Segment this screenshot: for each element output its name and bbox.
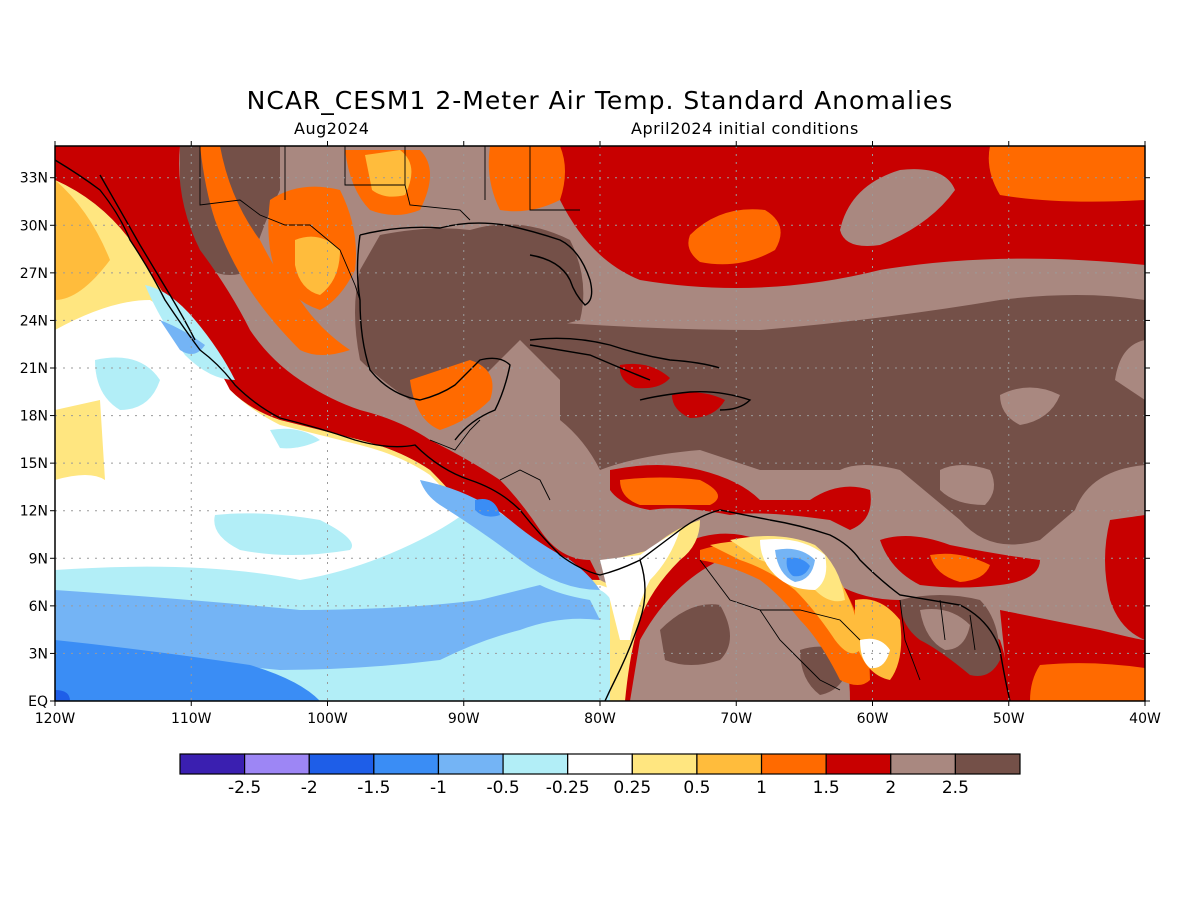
colorbar	[179, 753, 1021, 775]
lat-label: 15N	[20, 456, 48, 472]
colorbar-label: -0.5	[486, 778, 519, 798]
lon-label: 60W	[857, 711, 889, 727]
colorbar-swatch	[437, 753, 504, 775]
colorbar-label: 2.5	[942, 778, 969, 798]
colorbar-label: -1.5	[357, 778, 390, 798]
lon-label: 50W	[993, 711, 1025, 727]
lon-label: 70W	[720, 711, 752, 727]
colorbar-label: -1	[430, 778, 447, 798]
lat-label: 21N	[20, 361, 48, 377]
colorbar-label: -2	[301, 778, 318, 798]
lon-label: 40W	[1129, 711, 1161, 727]
colorbar-swatch	[502, 753, 569, 775]
lon-label: 120W	[35, 711, 76, 727]
colorbar-label: 1	[756, 778, 767, 798]
coastlines	[55, 159, 1011, 701]
colorbar-label: 0.5	[683, 778, 710, 798]
lon-label: 80W	[584, 711, 616, 727]
colorbar-label: -0.25	[546, 778, 590, 798]
colorbar-labels: -2.5 -2 -1.5 -1 -0.5 -0.25 0.25 0.5 1 1.5 2 2.5	[228, 778, 969, 798]
lat-label: 3N	[29, 646, 48, 662]
lon-label: 100W	[307, 711, 348, 727]
lat-label: 30N	[20, 218, 48, 234]
colorbar-swatch	[373, 753, 440, 775]
initial-conditions: April2024 initial conditions	[631, 119, 859, 138]
lat-label: EQ	[28, 694, 48, 710]
lon-label: 90W	[448, 711, 480, 727]
colorbar-swatch	[954, 753, 1021, 775]
forecast-month: Aug2024	[294, 119, 370, 138]
colorbar-swatch	[631, 753, 698, 775]
colorbar-swatch	[825, 753, 892, 775]
lon-label: 110W	[171, 711, 212, 727]
latitude-labels: 33N 30N 27N 24N 21N 18N 15N 12N 9N 6N 3N EQ	[20, 171, 48, 710]
lat-label: 9N	[29, 551, 48, 567]
axis-ticks	[50, 141, 1150, 706]
colorbar-label: 1.5	[813, 778, 840, 798]
colorbar-swatch	[244, 753, 310, 775]
lat-label: 33N	[20, 171, 48, 187]
colorbar-swatch	[308, 753, 375, 775]
colorbar-swatch	[696, 753, 763, 775]
lat-label: 24N	[20, 313, 48, 329]
lat-label: 12N	[20, 504, 48, 520]
lat-label: 27N	[20, 266, 48, 282]
map-title: NCAR_CESM1 2-Meter Air Temp. Standard An…	[246, 86, 954, 115]
colorbar-label: -2.5	[228, 778, 261, 798]
colorbar-swatch	[179, 753, 246, 775]
lat-label: 6N	[29, 599, 48, 615]
colorbar-swatch	[890, 753, 956, 775]
anomaly-field	[55, 146, 1145, 701]
graticule	[55, 146, 1145, 701]
colorbar-label: 2	[885, 778, 896, 798]
colorbar-swatch	[567, 753, 633, 775]
colorbar-label: 0.25	[613, 778, 651, 798]
lat-label: 18N	[20, 409, 48, 425]
longitude-labels: 120W 110W 100W 90W 80W 70W 60W 50W 40W	[35, 711, 1161, 727]
colorbar-swatch	[760, 753, 827, 775]
borders	[199, 146, 976, 691]
